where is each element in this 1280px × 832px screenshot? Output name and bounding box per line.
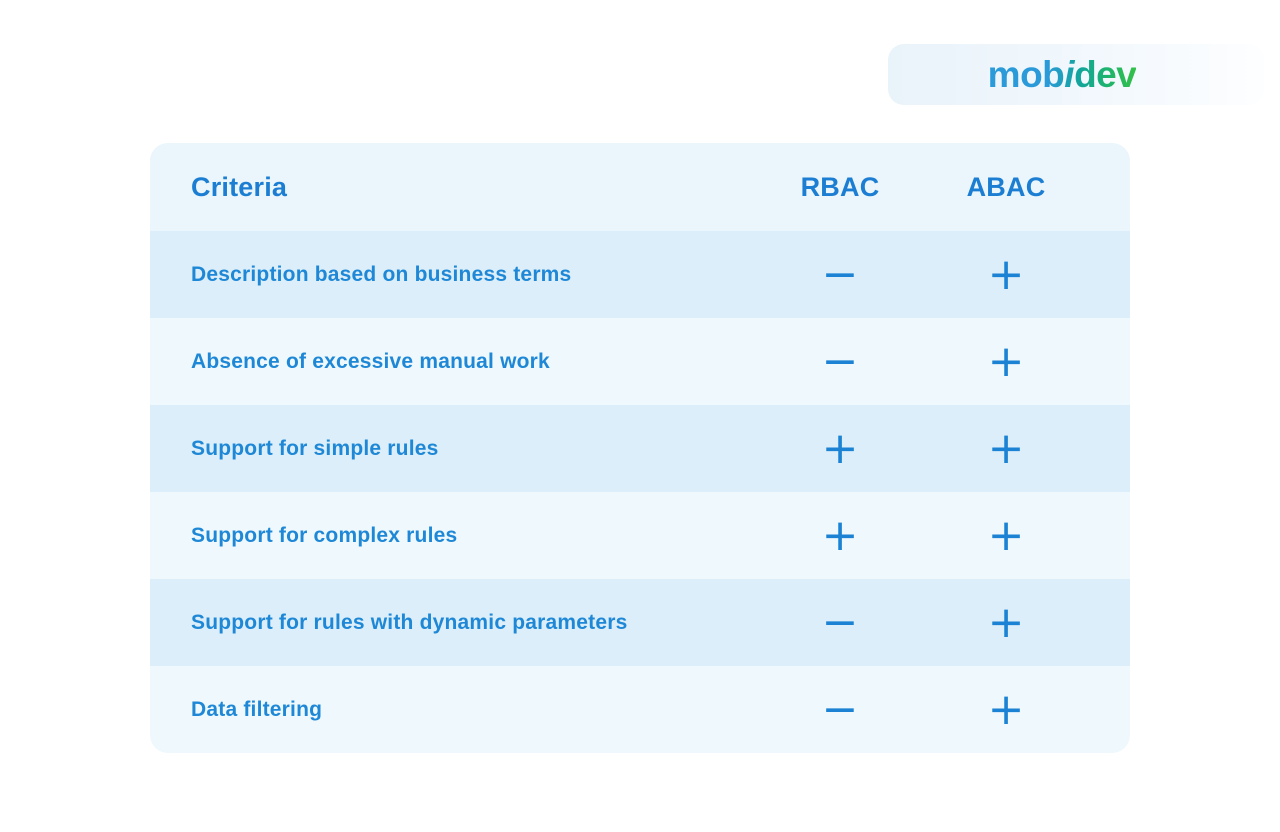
abac-plus-sign: +: [987, 335, 1025, 387]
criteria-label: Description based on business terms: [191, 262, 572, 286]
table-header-row: Criteria RBAC ABAC: [150, 143, 1130, 231]
column-header-abac: ABAC: [966, 171, 1046, 202]
criteria-label: Support for simple rules: [191, 436, 439, 460]
rbac-minus-sign: −: [821, 596, 859, 648]
criteria-label: Absence of excessive manual work: [191, 349, 550, 373]
criteria-label: Support for complex rules: [191, 523, 458, 547]
logo-part-dev: dev: [1074, 54, 1137, 95]
mobidev-logo: mobidev: [988, 56, 1137, 93]
table-row: Data filtering − +: [150, 666, 1130, 753]
rbac-plus-sign: +: [821, 422, 859, 474]
rbac-minus-sign: −: [821, 248, 859, 300]
rbac-abac-comparison-table: Criteria RBAC ABAC Description based on …: [150, 143, 1130, 753]
abac-plus-sign: +: [987, 422, 1025, 474]
logo-part-mob: mob: [987, 54, 1065, 95]
table-row: Description based on business terms − +: [150, 231, 1130, 318]
criteria-label: Data filtering: [191, 697, 323, 721]
table-row: Absence of excessive manual work − +: [150, 318, 1130, 405]
abac-plus-sign: +: [987, 596, 1025, 648]
table-row: Support for simple rules + +: [150, 405, 1130, 492]
logo-part-i: i: [1064, 54, 1075, 95]
rbac-minus-sign: −: [821, 335, 859, 387]
rbac-plus-sign: +: [821, 509, 859, 561]
column-header-criteria: Criteria: [191, 171, 288, 202]
abac-plus-sign: +: [987, 509, 1025, 561]
table-row: Support for rules with dynamic parameter…: [150, 579, 1130, 666]
mobidev-logo-badge: mobidev: [888, 44, 1264, 105]
rbac-minus-sign: −: [821, 683, 859, 735]
criteria-label: Support for rules with dynamic parameter…: [191, 610, 628, 634]
column-header-rbac: RBAC: [800, 171, 880, 202]
abac-plus-sign: +: [987, 683, 1025, 735]
abac-plus-sign: +: [987, 248, 1025, 300]
table-row: Support for complex rules + +: [150, 492, 1130, 579]
